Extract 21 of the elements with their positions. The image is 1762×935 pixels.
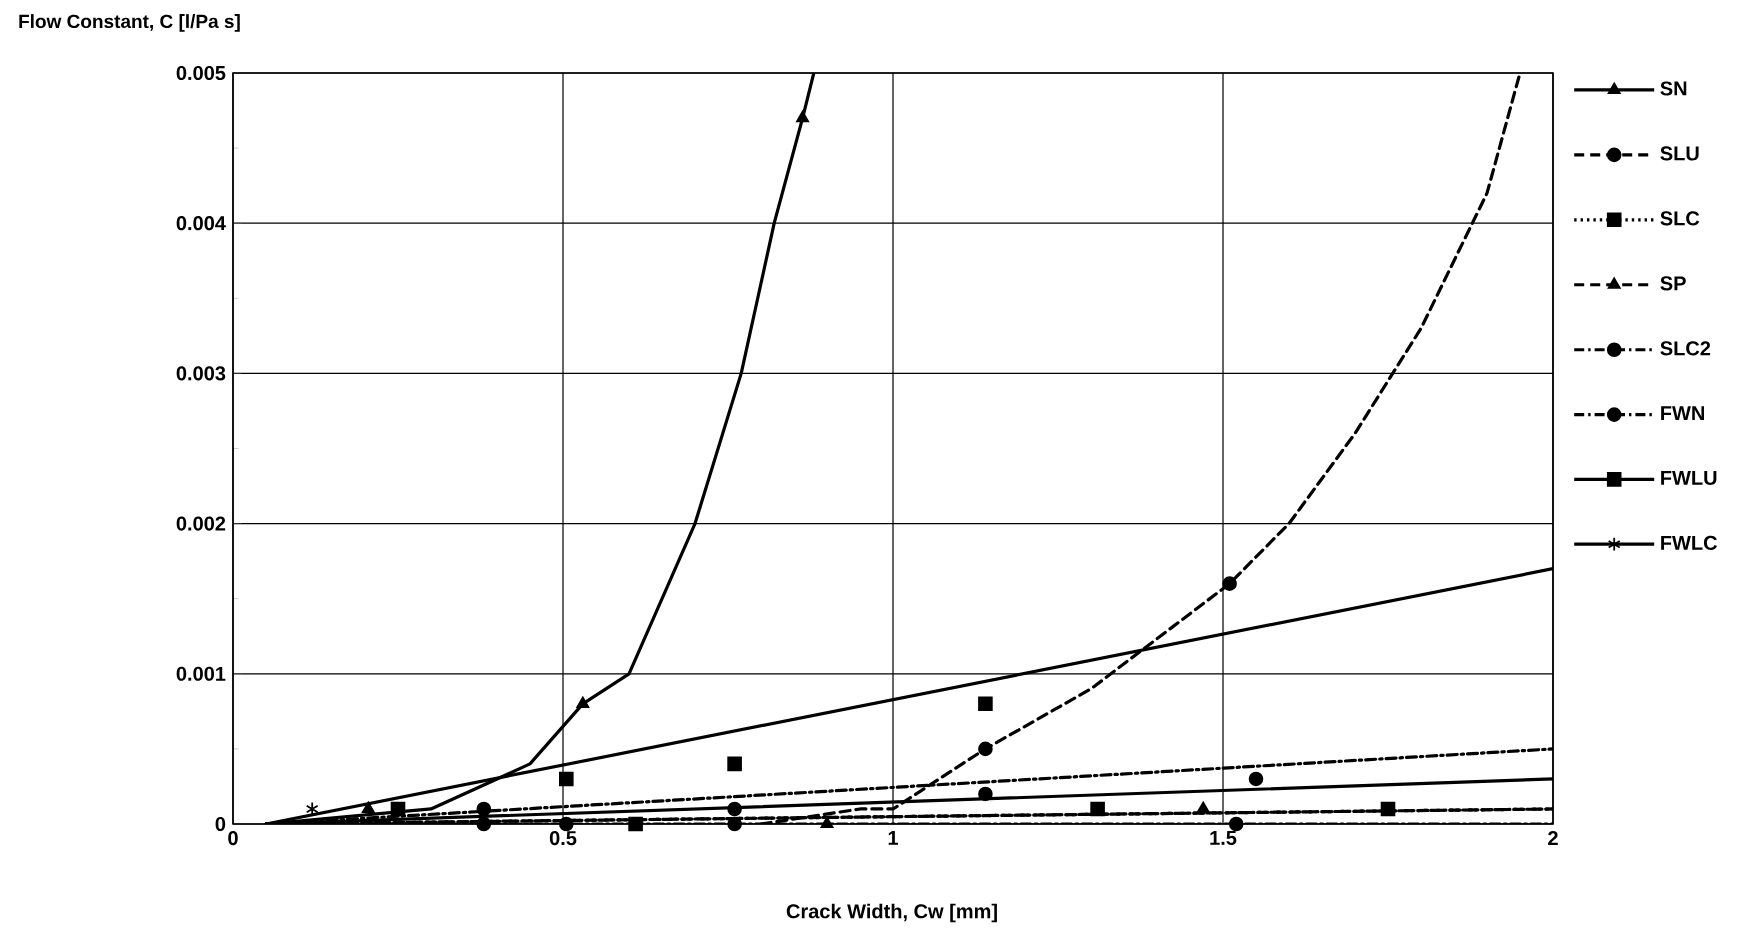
legend-label: SLC: [1660, 211, 1700, 226]
legend-label: SLC2: [1660, 341, 1711, 356]
y-tick-label: 0.003: [176, 366, 226, 381]
x-tick-label: 0: [228, 831, 238, 846]
x-tick-label: 1: [888, 831, 899, 845]
legend-label: SLU: [1660, 146, 1699, 161]
x-axis-title: Crack Width, Cw [mm]: [786, 903, 997, 923]
legend-label: SN: [1660, 81, 1687, 96]
y-tick-label: 0.002: [176, 516, 226, 531]
y-axis-title: Flow Constant, C [l/Pa s]: [19, 14, 240, 32]
legend-label: FWN: [1661, 406, 1705, 420]
y-tick-label: 0: [215, 816, 226, 832]
legend-label: FWLU: [1661, 470, 1717, 485]
y-tick-label: 0.004: [176, 216, 226, 231]
legend-label: SP: [1660, 276, 1686, 291]
x-tick-label: 2: [1548, 831, 1558, 846]
y-tick-label: 0.001: [176, 666, 226, 681]
y-tick-label: 0.005: [176, 65, 226, 81]
legend-label: FWLC: [1661, 535, 1718, 550]
x-tick-label: 0.5: [549, 831, 577, 846]
x-tick-label: 1.5: [1210, 831, 1237, 845]
